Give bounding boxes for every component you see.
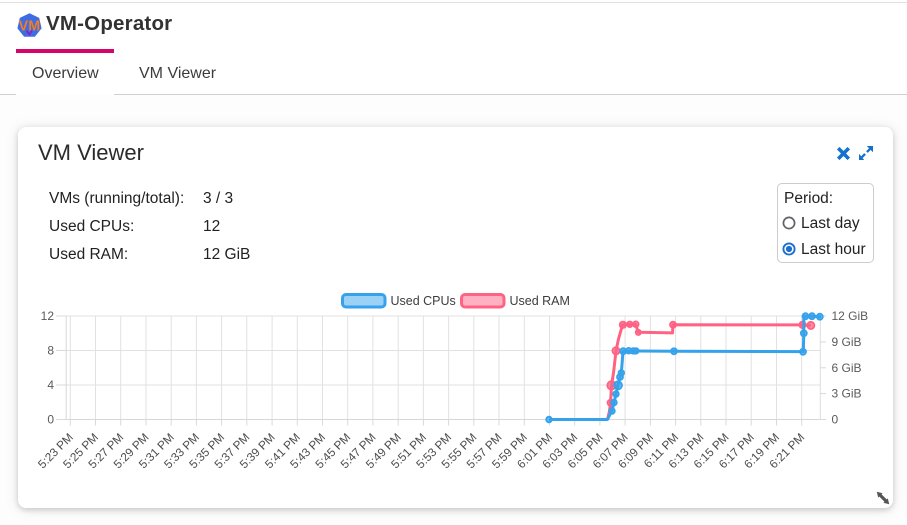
svg-text:0: 0: [832, 413, 839, 427]
svg-text:12: 12: [41, 309, 55, 323]
svg-text:8: 8: [47, 344, 54, 358]
svg-text:6 GiB: 6 GiB: [832, 361, 862, 375]
svg-text:4: 4: [47, 378, 54, 392]
svg-text:9 GiB: 9 GiB: [832, 335, 862, 349]
svg-text:VM: VM: [18, 18, 39, 34]
svg-text:Used RAM: Used RAM: [510, 294, 570, 308]
svg-text:3 GiB: 3 GiB: [832, 387, 862, 401]
svg-text:0: 0: [47, 413, 54, 427]
svg-text:Used CPUs: Used CPUs: [391, 294, 456, 308]
svg-text:12 GiB: 12 GiB: [832, 309, 869, 323]
